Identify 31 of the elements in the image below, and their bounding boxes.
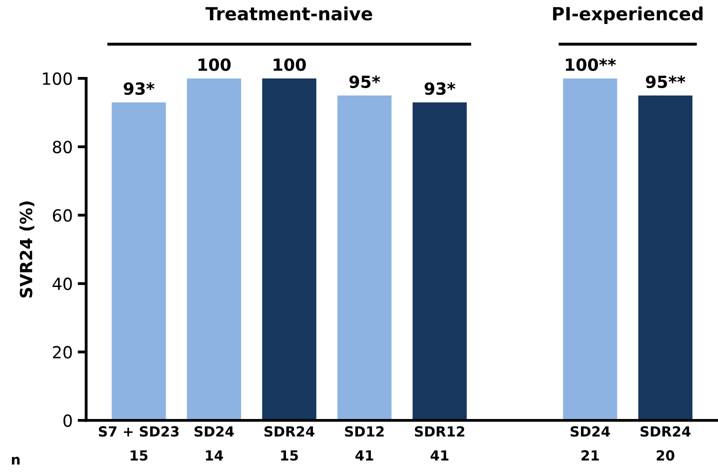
text: PI-experienced (553, 6, 703, 24)
data-label: 93* (424, 82, 456, 95)
x-tick-label: SD24 21 (570, 426, 610, 460)
bar (337, 95, 392, 420)
bar (638, 95, 692, 420)
x-tick-label: SD24 14 (194, 426, 234, 460)
x-tick-label: SDR24 20 (640, 426, 690, 461)
text: Treatment-naive (206, 6, 372, 20)
bar (563, 78, 618, 420)
x-tick-label: S7 + SD23 15 (98, 426, 179, 461)
bar (412, 102, 467, 420)
data-label: 95* (349, 75, 380, 88)
y-tick-label: 0 (63, 414, 72, 427)
data-label: 93* (124, 82, 154, 95)
y-tick-label: 60 (52, 209, 72, 222)
bar (262, 78, 316, 420)
data-label: 100 (274, 58, 306, 71)
bar (186, 78, 242, 420)
text: n (12, 456, 20, 465)
x-tick-label: SDR12 41 (414, 426, 464, 460)
data-label: 100 (198, 58, 231, 71)
y-tick-label: 20 (52, 346, 72, 359)
bar (112, 102, 166, 420)
data-label: 95** (646, 75, 686, 88)
y-tick-label: 80 (52, 140, 72, 154)
x-tick-label: SD12 41 (345, 426, 384, 460)
y-tick-label: 100 (42, 72, 72, 85)
x-tick-label: SDR24 15 (264, 426, 314, 461)
y-axis-title: SVR24 (%) (19, 201, 34, 298)
y-tick-label: 40 (52, 278, 72, 290)
data-label: 100** (566, 58, 616, 71)
